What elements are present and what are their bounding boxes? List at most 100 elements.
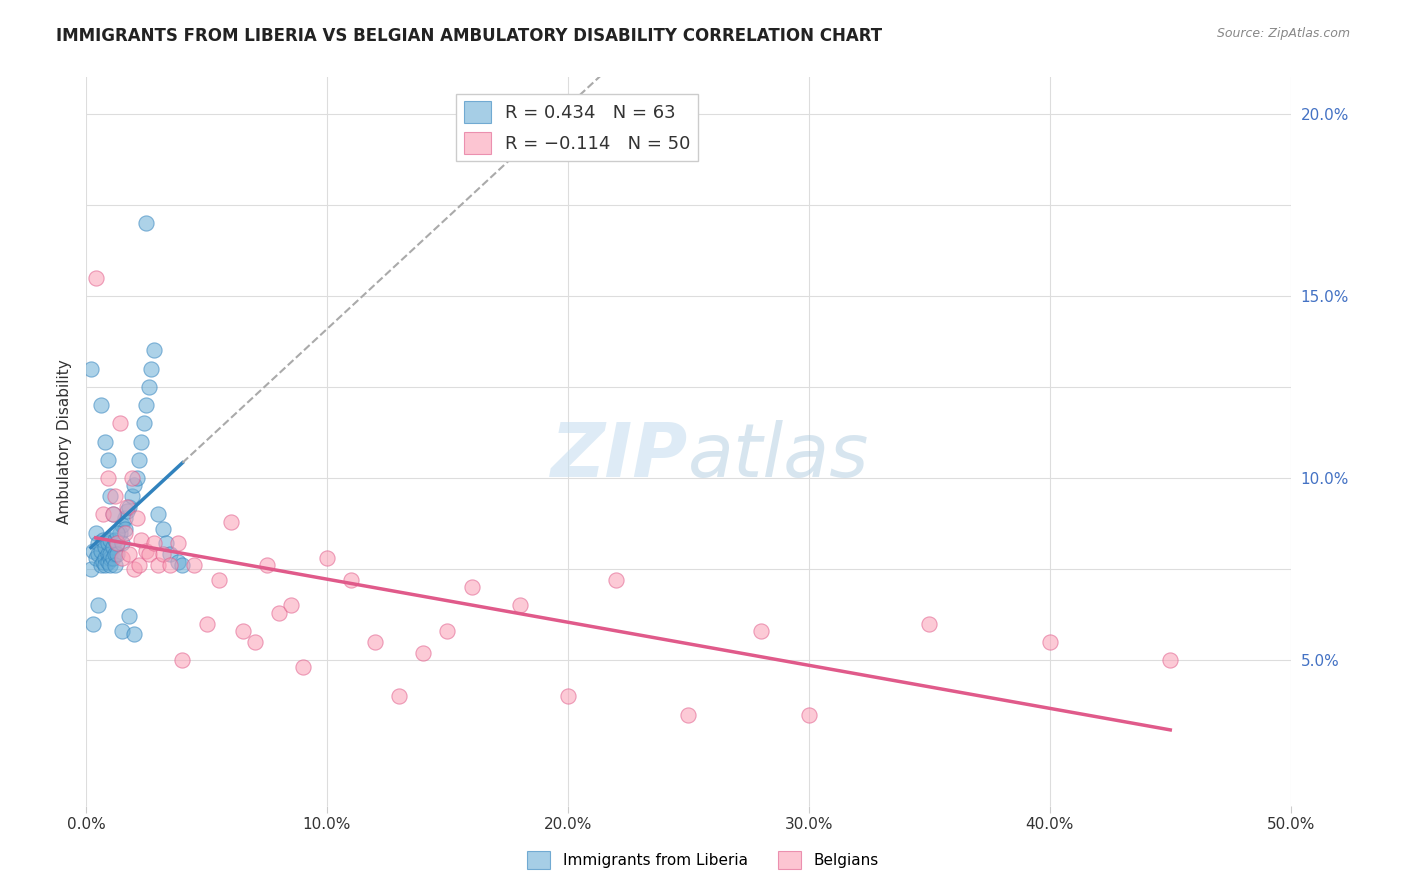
Point bbox=[132, 417, 155, 431]
Point bbox=[105, 548, 128, 562]
Point bbox=[104, 489, 127, 503]
Point bbox=[91, 508, 114, 522]
Point bbox=[219, 515, 242, 529]
Point bbox=[918, 616, 941, 631]
Point bbox=[172, 653, 194, 667]
Point bbox=[80, 361, 103, 376]
Point bbox=[122, 627, 145, 641]
Point bbox=[797, 707, 820, 722]
Point bbox=[135, 543, 157, 558]
Point bbox=[166, 536, 188, 550]
Point bbox=[84, 551, 107, 566]
Point bbox=[436, 624, 458, 638]
Point bbox=[118, 500, 141, 514]
Point bbox=[97, 471, 120, 485]
Point bbox=[138, 380, 160, 394]
Point bbox=[121, 471, 143, 485]
Point bbox=[138, 548, 160, 562]
Point bbox=[101, 508, 124, 522]
Point bbox=[121, 489, 143, 503]
Point bbox=[108, 417, 131, 431]
Point bbox=[159, 558, 181, 573]
Point bbox=[97, 536, 120, 550]
Point bbox=[166, 555, 188, 569]
Point bbox=[104, 558, 127, 573]
Legend: Immigrants from Liberia, Belgians: Immigrants from Liberia, Belgians bbox=[522, 845, 884, 875]
Point bbox=[89, 558, 111, 573]
Point bbox=[412, 646, 434, 660]
Point bbox=[94, 558, 117, 573]
Point bbox=[105, 536, 128, 550]
Point bbox=[97, 548, 120, 562]
Point bbox=[115, 500, 138, 514]
Point bbox=[98, 548, 121, 562]
Point bbox=[104, 548, 127, 562]
Point bbox=[256, 558, 278, 573]
Point bbox=[183, 558, 205, 573]
Point bbox=[605, 573, 627, 587]
Point bbox=[678, 707, 700, 722]
Point bbox=[139, 361, 162, 376]
Point bbox=[125, 471, 148, 485]
Point bbox=[114, 525, 136, 540]
Point bbox=[98, 551, 121, 566]
Point bbox=[243, 634, 266, 648]
Point bbox=[118, 548, 141, 562]
Point bbox=[101, 508, 124, 522]
Point bbox=[152, 522, 174, 536]
Text: Source: ZipAtlas.com: Source: ZipAtlas.com bbox=[1216, 27, 1350, 40]
Point bbox=[128, 452, 150, 467]
Point bbox=[122, 562, 145, 576]
Point bbox=[84, 525, 107, 540]
Point bbox=[84, 270, 107, 285]
Point bbox=[105, 525, 128, 540]
Point bbox=[509, 599, 531, 613]
Point bbox=[460, 580, 482, 594]
Point bbox=[316, 551, 339, 566]
Point bbox=[98, 489, 121, 503]
Point bbox=[111, 518, 134, 533]
Point bbox=[131, 434, 153, 449]
Point bbox=[82, 616, 104, 631]
Point bbox=[291, 660, 314, 674]
Point bbox=[131, 533, 153, 547]
Point bbox=[1039, 634, 1062, 648]
Point bbox=[340, 573, 363, 587]
Point bbox=[97, 452, 120, 467]
Point bbox=[91, 555, 114, 569]
Point bbox=[91, 533, 114, 547]
Point bbox=[172, 558, 194, 573]
Point bbox=[125, 511, 148, 525]
Point bbox=[207, 573, 229, 587]
Point bbox=[159, 548, 181, 562]
Point bbox=[94, 434, 117, 449]
Point bbox=[267, 606, 290, 620]
Point bbox=[749, 624, 772, 638]
Point bbox=[94, 551, 117, 566]
Point bbox=[1159, 653, 1181, 667]
Point bbox=[94, 540, 117, 554]
Point bbox=[105, 536, 128, 550]
Point bbox=[135, 216, 157, 230]
Point bbox=[101, 540, 124, 554]
Text: IMMIGRANTS FROM LIBERIA VS BELGIAN AMBULATORY DISABILITY CORRELATION CHART: IMMIGRANTS FROM LIBERIA VS BELGIAN AMBUL… bbox=[56, 27, 883, 45]
Point bbox=[115, 504, 138, 518]
Point bbox=[195, 616, 218, 631]
Point bbox=[364, 634, 387, 648]
Point bbox=[97, 555, 120, 569]
Point bbox=[87, 599, 110, 613]
Point bbox=[87, 548, 110, 562]
Point bbox=[148, 508, 170, 522]
Point bbox=[108, 525, 131, 540]
Point bbox=[128, 558, 150, 573]
Point bbox=[82, 543, 104, 558]
Point bbox=[118, 609, 141, 624]
Point bbox=[135, 398, 157, 412]
Point bbox=[152, 548, 174, 562]
Point bbox=[80, 562, 103, 576]
Point bbox=[148, 558, 170, 573]
Point bbox=[98, 558, 121, 573]
Point bbox=[232, 624, 254, 638]
Point bbox=[388, 690, 411, 704]
Point bbox=[122, 478, 145, 492]
